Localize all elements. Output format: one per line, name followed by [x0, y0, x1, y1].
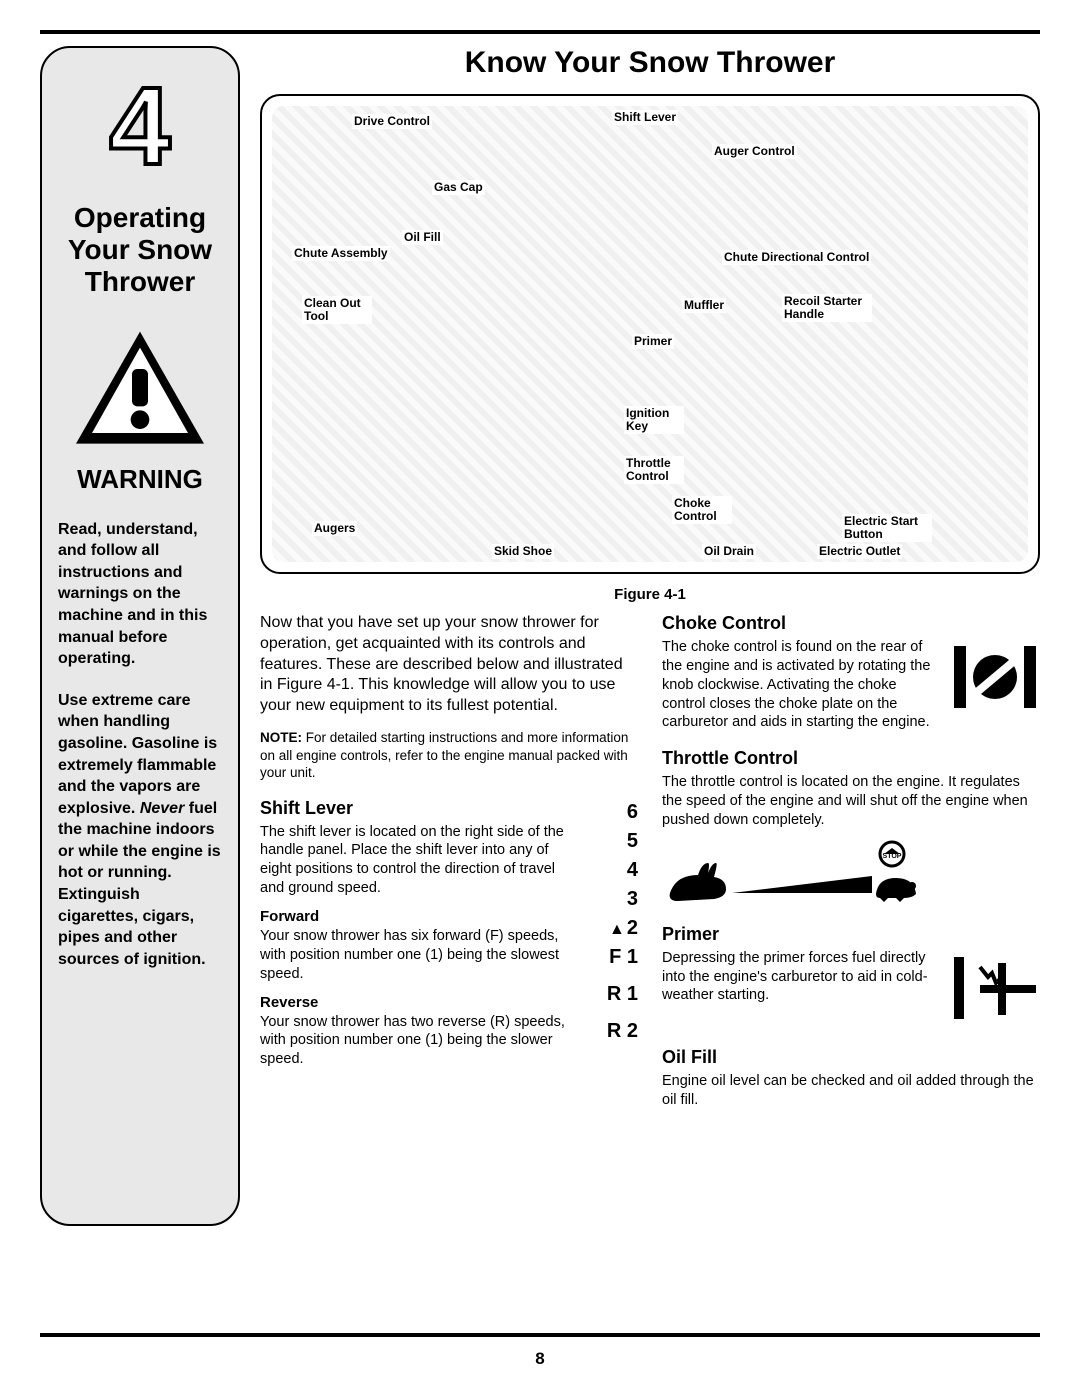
label-electric-outlet: Electric Outlet	[817, 544, 902, 559]
sidebar: 4 Operating Your Snow Thrower WARNING Re…	[40, 46, 240, 1226]
main-content: Know Your Snow Thrower Drive Control Shi…	[260, 46, 1040, 1226]
oil-fill-section: Oil Fill Engine oil level can be checked…	[662, 1047, 1040, 1110]
warning-never: Never	[140, 800, 184, 817]
forward-body: Your snow thrower has six forward (F) sp…	[260, 927, 578, 984]
label-throttle-control: Throttle Control	[624, 456, 684, 484]
diagram-box: Drive Control Shift Lever Gas Cap Auger …	[260, 94, 1040, 574]
column-right: Choke Control The choke control is found…	[662, 613, 1040, 1125]
primer-icon	[950, 949, 1040, 1027]
shift-positions: 6 5 4 3 ▲2 F 1 R 1 R 2	[594, 798, 638, 1046]
label-primer: Primer	[632, 334, 674, 349]
choke-heading: Choke Control	[662, 613, 1040, 634]
label-chute-directional: Chute Directional Control	[722, 250, 871, 265]
throttle-heading: Throttle Control	[662, 748, 1040, 769]
figure-caption: Figure 4-1	[260, 586, 1040, 603]
shift-pos-r2: R 2	[594, 1017, 638, 1046]
warning-para-2b: fuel the machine indoors or while the en…	[58, 800, 221, 968]
shift-pos-4: 4	[594, 856, 638, 885]
chapter-number: 4	[58, 72, 222, 182]
warning-para-1: Read, understand, and follow all instruc…	[58, 519, 222, 670]
page-number: 8	[0, 1349, 1080, 1369]
shift-text: Shift Lever The shift lever is located o…	[260, 798, 578, 1069]
warning-icon	[70, 329, 210, 449]
oil-fill-body: Engine oil level can be checked and oil …	[662, 1072, 1040, 1110]
top-rule	[40, 30, 1040, 34]
label-oil-drain: Oil Drain	[702, 544, 756, 559]
shift-lever-heading: Shift Lever	[260, 798, 578, 819]
label-gas-cap: Gas Cap	[432, 180, 485, 195]
shift-pos-f1: F 1	[594, 943, 638, 972]
shift-lever-section: Shift Lever The shift lever is located o…	[260, 798, 638, 1069]
label-muffler: Muffler	[682, 298, 726, 313]
columns: Now that you have set up your snow throw…	[260, 613, 1040, 1125]
arrow-up-icon: ▲	[609, 918, 625, 941]
label-choke-control: Choke Control	[672, 496, 732, 524]
throttle-section: Throttle Control The throttle control is…	[662, 748, 1040, 908]
label-clean-out-tool: Clean Out Tool	[302, 296, 372, 324]
warning-para-2: Use extreme care when handling gasoline.…	[58, 690, 222, 971]
warning-text: Read, understand, and follow all instruc…	[58, 519, 222, 971]
note-body: For detailed starting instructions and m…	[260, 730, 628, 780]
label-oil-fill: Oil Fill	[402, 230, 443, 245]
shift-pos-2: ▲2	[594, 914, 638, 943]
shift-pos-6: 6	[594, 798, 638, 827]
primer-heading: Primer	[662, 924, 1040, 945]
label-electric-start: Electric Start Button	[842, 514, 932, 542]
oil-fill-heading: Oil Fill	[662, 1047, 1040, 1068]
page-container: 4 Operating Your Snow Thrower WARNING Re…	[40, 46, 1040, 1226]
throttle-body: The throttle control is located on the e…	[662, 773, 1040, 830]
shift-pos-2-value: 2	[627, 917, 638, 939]
reverse-body: Your snow thrower has two reverse (R) sp…	[260, 1013, 578, 1070]
label-auger-control: Auger Control	[712, 144, 797, 159]
label-augers: Augers	[312, 521, 357, 536]
label-shift-lever: Shift Lever	[612, 110, 678, 125]
throttle-icon: STOP	[662, 838, 922, 908]
intro-text: Now that you have set up your snow throw…	[260, 613, 638, 717]
shift-pos-5: 5	[594, 827, 638, 856]
sidebar-title: Operating Your Snow Thrower	[58, 202, 222, 299]
forward-heading: Forward	[260, 908, 578, 925]
reverse-heading: Reverse	[260, 994, 578, 1011]
note-label: NOTE:	[260, 730, 302, 745]
svg-text:STOP: STOP	[883, 853, 902, 860]
choke-section: Choke Control The choke control is found…	[662, 613, 1040, 732]
label-ignition-key: Ignition Key	[624, 406, 684, 434]
bottom-rule	[40, 1333, 1040, 1337]
choke-icon	[950, 638, 1040, 716]
warning-label: WARNING	[58, 464, 222, 495]
page-title: Know Your Snow Thrower	[260, 46, 1040, 80]
label-recoil-starter: Recoil Starter Handle	[782, 294, 872, 322]
shift-pos-3: 3	[594, 885, 638, 914]
warning-para-2a: Use extreme care when handling gasoline.…	[58, 692, 217, 817]
label-skid-shoe: Skid Shoe	[492, 544, 554, 559]
shift-pos-r1: R 1	[594, 980, 638, 1009]
primer-section: Primer Depressing the primer forces fuel…	[662, 924, 1040, 1031]
shift-lever-body: The shift lever is located on the right …	[260, 823, 578, 898]
note-text: NOTE: For detailed starting instructions…	[260, 729, 638, 782]
label-drive-control: Drive Control	[352, 114, 432, 129]
column-left: Now that you have set up your snow throw…	[260, 613, 638, 1125]
label-chute-assembly: Chute Assembly	[292, 246, 390, 261]
